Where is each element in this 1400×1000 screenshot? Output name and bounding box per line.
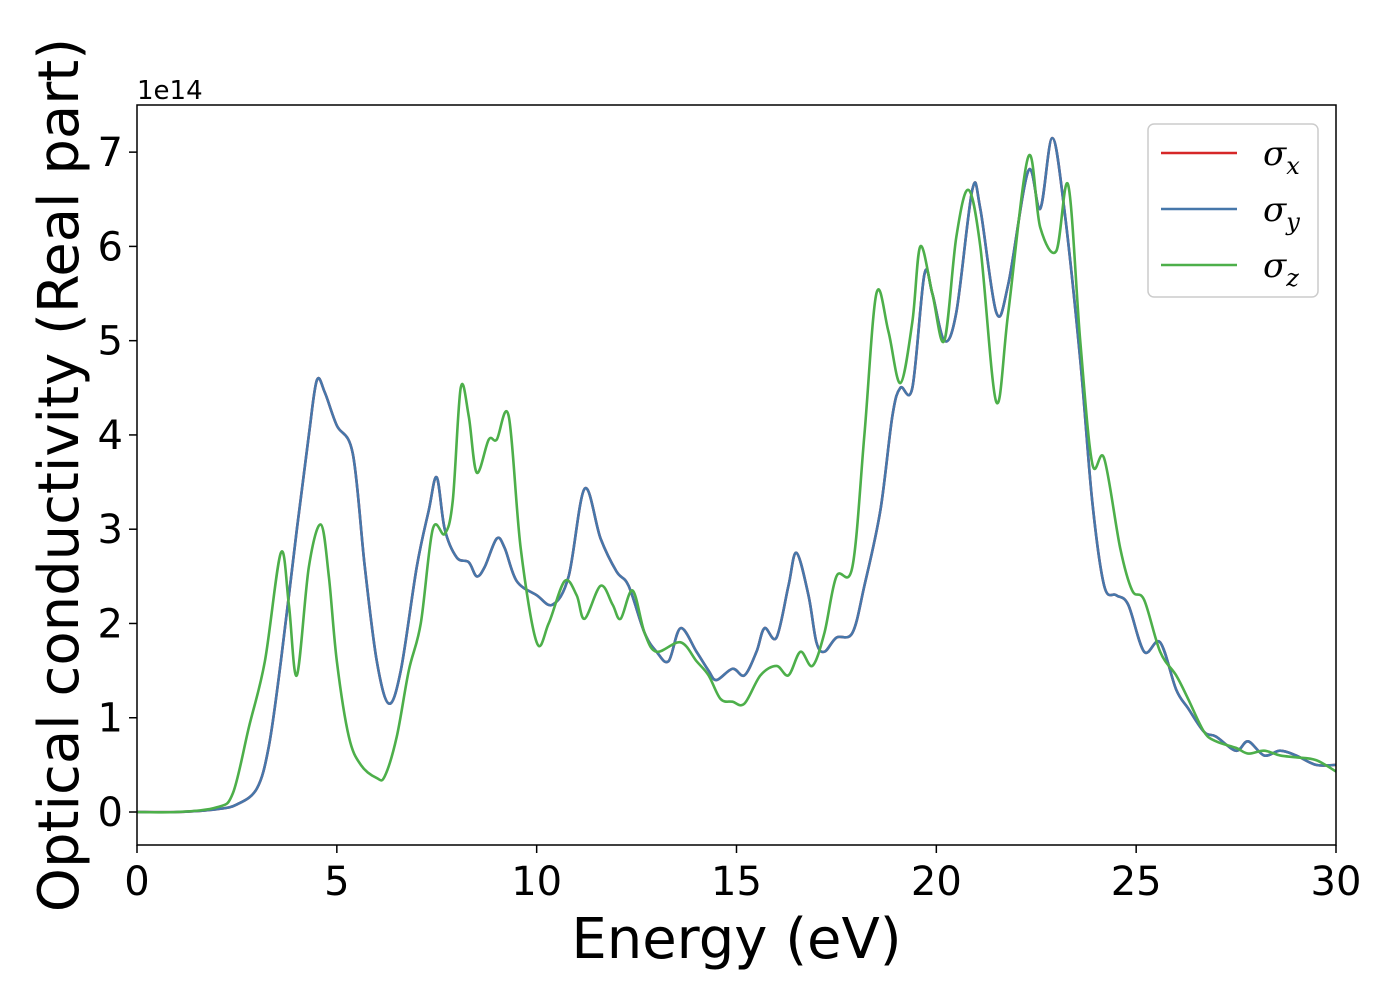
y-tick-label: 0 (98, 790, 123, 836)
y-offset-label: 1e14 (137, 76, 203, 106)
y-tick-label: 3 (98, 507, 123, 553)
y-tick-label: 1 (98, 696, 123, 742)
legend-label-z: σz (1263, 246, 1299, 292)
series-line-y (136, 136, 1337, 814)
y-tick-label: 5 (98, 319, 123, 365)
x-tick-label: 20 (911, 859, 962, 905)
y-tick-label: 6 (98, 224, 123, 270)
legend-label-x: σx (1263, 134, 1300, 180)
x-axis-label: Energy (eV) (571, 907, 901, 972)
x-tick-label: 15 (711, 859, 762, 905)
x-tick-label: 0 (124, 859, 149, 905)
x-tick-label: 25 (1111, 859, 1162, 905)
series-lines (136, 136, 1337, 814)
y-tick-label: 2 (98, 601, 123, 647)
x-tick-label: 5 (324, 859, 349, 905)
y-tick-label: 7 (98, 130, 123, 176)
series-line-z (136, 153, 1337, 814)
legend-symbol: σ (1263, 246, 1287, 286)
legend-symbol: σ (1263, 190, 1287, 230)
legend-label-y: σy (1263, 190, 1300, 236)
legend-subscript: z (1285, 264, 1299, 292)
y-axis-label: Optical conductivity (Real part) (27, 38, 92, 912)
legend-subscript: x (1286, 152, 1300, 180)
legend-symbol: σ (1263, 134, 1287, 174)
legend-frame (1147, 123, 1319, 298)
x-axis-ticks: 0 5 10 15 20 25 30 (124, 845, 1361, 905)
x-tick-label: 30 (1311, 859, 1362, 905)
x-tick-label: 10 (511, 859, 562, 905)
y-axis-ticks: 0 1 2 3 4 5 6 7 (98, 130, 137, 836)
y-tick-label: 4 (98, 413, 123, 459)
legend-subscript: y (1285, 208, 1300, 236)
